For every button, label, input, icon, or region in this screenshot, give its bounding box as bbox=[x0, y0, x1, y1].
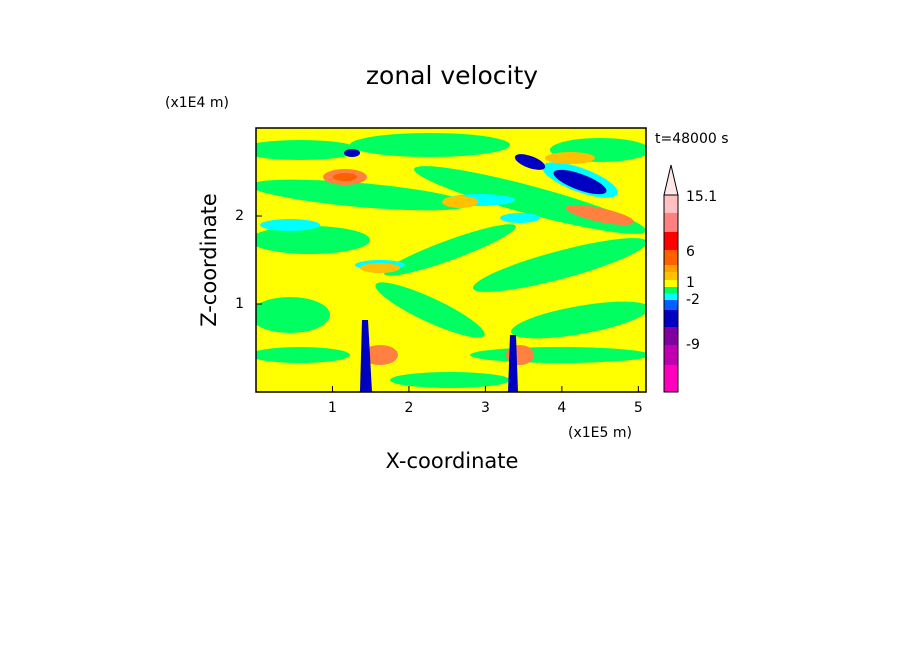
x-tick-label: 4 bbox=[557, 400, 566, 416]
field-region bbox=[565, 205, 635, 225]
colorbar-tick-label: 15.1 bbox=[686, 189, 717, 205]
y-tick-label: 2 bbox=[235, 208, 244, 224]
field-region bbox=[256, 140, 360, 160]
colorbar-segment bbox=[664, 310, 678, 327]
field-region bbox=[508, 335, 518, 392]
field-region bbox=[375, 282, 485, 338]
colorbar-tick-label: -2 bbox=[686, 292, 700, 308]
x-tick-label: 1 bbox=[328, 400, 337, 416]
colorbar-segment bbox=[664, 345, 678, 365]
field-region bbox=[360, 263, 400, 273]
colorbar-tick-label: -9 bbox=[686, 337, 700, 353]
field-region bbox=[511, 301, 646, 339]
field-region bbox=[500, 213, 540, 223]
field-region bbox=[442, 196, 478, 208]
colorbar-segment bbox=[664, 213, 678, 232]
y-axis-label: Z-coordinate bbox=[197, 193, 221, 327]
field-region bbox=[472, 238, 646, 292]
x-tick-label: 3 bbox=[481, 400, 490, 416]
colorbar-segment bbox=[664, 287, 678, 293]
x-unit: (x1E5 m) bbox=[568, 425, 632, 441]
colorbar-segment bbox=[664, 280, 678, 287]
x-axis-label: X-coordinate bbox=[386, 449, 519, 473]
field-region bbox=[350, 133, 510, 157]
field-region bbox=[256, 347, 350, 363]
field-region bbox=[333, 173, 357, 181]
annotation: t=48000 s bbox=[655, 131, 729, 147]
colorbar-tick-label: 1 bbox=[686, 275, 695, 291]
x-tick-label: 2 bbox=[404, 400, 413, 416]
x-tick-label: 5 bbox=[634, 400, 643, 416]
chart-title: zonal velocity bbox=[366, 61, 538, 90]
colorbar-segment bbox=[664, 293, 678, 300]
colorbar-tick-label: 6 bbox=[686, 244, 695, 260]
field-region bbox=[256, 297, 330, 333]
colorbar-arrow bbox=[663, 164, 679, 196]
colorbar-segment bbox=[664, 327, 678, 345]
field-region bbox=[553, 169, 607, 195]
y-unit: (x1E4 m) bbox=[165, 95, 229, 111]
colorbar-segment bbox=[664, 365, 678, 392]
colorbar-segment bbox=[664, 265, 678, 272]
field-region bbox=[344, 149, 360, 157]
field-region bbox=[260, 219, 320, 231]
colorbar-frame bbox=[663, 194, 679, 393]
field-region bbox=[256, 179, 470, 211]
field-region bbox=[514, 154, 546, 170]
field-region bbox=[545, 152, 595, 164]
y-tick-label: 1 bbox=[235, 296, 244, 312]
colorbar-segment bbox=[664, 300, 678, 310]
field-region bbox=[360, 320, 372, 392]
field-region bbox=[470, 347, 646, 363]
plot-frame bbox=[255, 127, 647, 393]
colorbar-segment bbox=[664, 250, 678, 265]
colorbar-segment bbox=[664, 195, 678, 213]
colorbar-segment bbox=[664, 232, 678, 250]
field-region bbox=[384, 224, 516, 276]
field-region bbox=[256, 226, 370, 254]
field-region bbox=[390, 372, 510, 388]
colorbar-segment bbox=[664, 272, 678, 280]
contour-field bbox=[256, 128, 646, 392]
field-region bbox=[362, 345, 398, 365]
